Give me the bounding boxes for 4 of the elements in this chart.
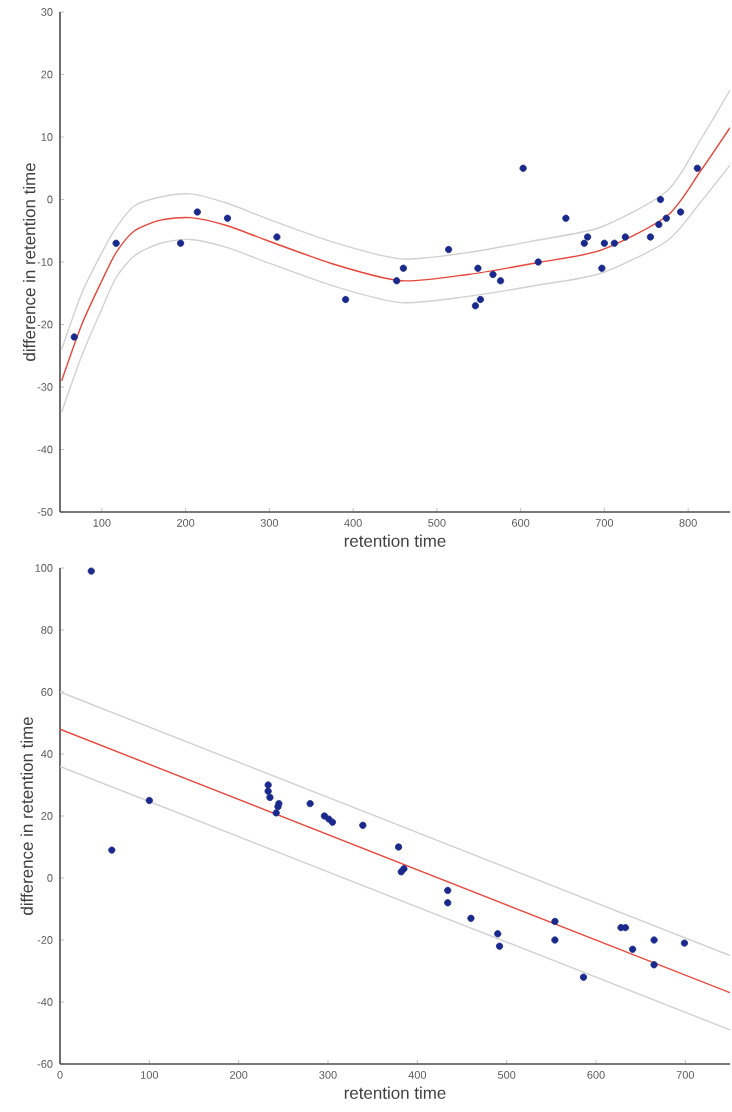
x-axis-title: retention time: [344, 534, 446, 547]
x-axis-title: retention time: [344, 1086, 446, 1099]
y-axis-title: difference in retention time: [20, 717, 33, 915]
y-axis-title: difference in retention time: [22, 163, 36, 361]
